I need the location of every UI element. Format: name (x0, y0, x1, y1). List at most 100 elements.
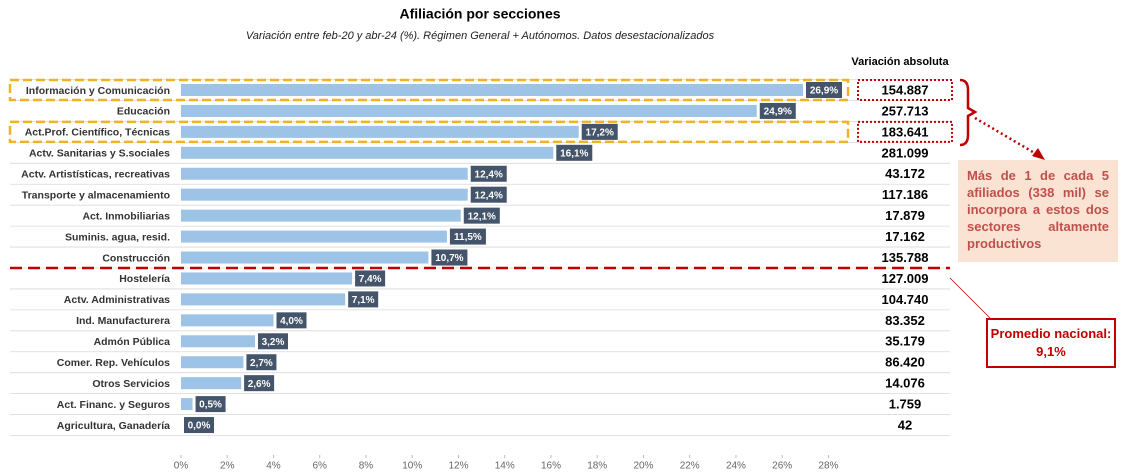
category-label: Actv. Administrativas (64, 294, 170, 306)
x-tick-label: 6% (313, 461, 328, 472)
absolute-value: 83.352 (885, 313, 925, 328)
bar (181, 230, 447, 243)
value-label-box (470, 165, 507, 182)
value-label-box (470, 186, 507, 203)
x-tick-label: 10% (402, 461, 422, 472)
x-tick-label: 0% (174, 461, 189, 472)
bar (181, 146, 554, 159)
absolute-value: 154.887 (882, 82, 929, 97)
category-label: Comer. Rep. Vehículos (57, 357, 170, 369)
value-label: 12,4% (475, 169, 503, 180)
bar (181, 398, 193, 411)
absolute-value: 257.713 (882, 103, 929, 118)
absolute-value: 86.420 (885, 355, 925, 370)
category-label: Act.Prof. Científico, Técnicas (25, 127, 170, 139)
value-label-box (759, 102, 796, 119)
annotation: Más de 1 de cada 5 afiliados (338 mil) s… (958, 160, 1118, 262)
value-label: 17,2% (586, 128, 614, 139)
highlight-value-box (857, 79, 953, 101)
value-label: 0,5% (199, 400, 222, 411)
value-label: 12,1% (468, 211, 496, 222)
bar (181, 377, 242, 390)
absolute-value: 17.879 (885, 208, 925, 223)
category-label: Admón Pública (94, 336, 171, 348)
x-tick-label: 8% (359, 461, 374, 472)
category-label: Educación (117, 106, 170, 118)
x-tick-label: 18% (587, 461, 607, 472)
x-tick-label: 12% (448, 461, 468, 472)
bar (181, 84, 804, 96)
value-label-box (556, 144, 593, 161)
value-label-box (581, 123, 618, 140)
value-label-box (355, 270, 386, 287)
absolute-value: 104.740 (882, 292, 929, 307)
value-label-box (348, 291, 379, 308)
x-tick-label: 20% (633, 461, 653, 472)
value-label-box (246, 354, 277, 371)
highlight-box (8, 120, 850, 144)
absolute-value: 43.172 (885, 166, 925, 181)
value-label: 2,7% (250, 358, 273, 369)
chart-subtitle: Variación entre feb-20 y abr-24 (%). Rég… (246, 30, 715, 42)
value-label: 12,4% (475, 190, 503, 201)
bar (181, 335, 255, 348)
bar (181, 314, 274, 327)
category-label: Suminis. agua, resid. (65, 231, 170, 243)
chart-title: Afiliación por secciones (399, 6, 560, 22)
x-tick-label: 16% (541, 461, 561, 472)
value-label-box (431, 249, 468, 266)
x-tick-label: 4% (266, 461, 281, 472)
value-label: 16,1% (560, 148, 588, 159)
bar (181, 251, 429, 264)
value-label: 7,4% (359, 274, 382, 285)
category-label: Información y Comunicación (26, 85, 170, 97)
value-label: 11,5% (454, 232, 482, 243)
bar (181, 125, 579, 138)
x-tick-label: 22% (680, 461, 700, 472)
x-tick-label: 14% (495, 461, 515, 472)
value-label-box (276, 312, 307, 329)
x-tick-label: 2% (220, 461, 235, 472)
bar (181, 188, 468, 201)
value-label: 4,0% (280, 316, 303, 327)
value-label: 7,1% (352, 295, 375, 306)
category-label: Otros Servicios (92, 378, 170, 390)
bar (181, 104, 757, 117)
absolute-value: 127.009 (882, 271, 929, 286)
value-label: 24,9% (764, 107, 792, 118)
arrow-line (974, 116, 1039, 157)
value-label-box (463, 207, 500, 224)
value-label-box (257, 333, 288, 350)
category-label: Agricultura, Ganadería (57, 420, 170, 432)
category-label: Transporte y almacenamiento (22, 189, 170, 201)
bar (181, 272, 353, 285)
absolute-value: 117.186 (882, 187, 928, 202)
absolute-value: 35.179 (885, 334, 925, 349)
value-label-box (449, 228, 486, 245)
value-label: 10,7% (435, 253, 463, 264)
bar (181, 167, 468, 180)
value-label: 26,9% (810, 86, 838, 97)
highlight-value-box (857, 120, 953, 143)
absolute-value: 17.162 (885, 229, 925, 244)
category-label: Act. Inmobiliarias (82, 210, 170, 222)
x-tick-label: 28% (818, 461, 838, 472)
value-label-box (806, 82, 843, 98)
category-label: Actv. Sanitarias y S.sociales (29, 148, 170, 160)
category-label: Hostelería (119, 273, 170, 285)
value-label: 3,2% (262, 337, 285, 348)
absolute-value: 281.099 (882, 145, 929, 160)
value-label: 0,0% (188, 421, 211, 432)
column-header: Variación absoluta (851, 56, 949, 68)
connector (949, 277, 993, 321)
value-label-box (244, 375, 275, 392)
absolute-value: 42 (898, 417, 912, 432)
highlight-box (8, 78, 850, 102)
absolute-value: 1.759 (889, 397, 922, 412)
value-label: 2,6% (248, 379, 271, 390)
absolute-value: 183.641 (882, 124, 929, 139)
x-tick-label: 24% (726, 461, 746, 472)
bar (181, 209, 461, 222)
